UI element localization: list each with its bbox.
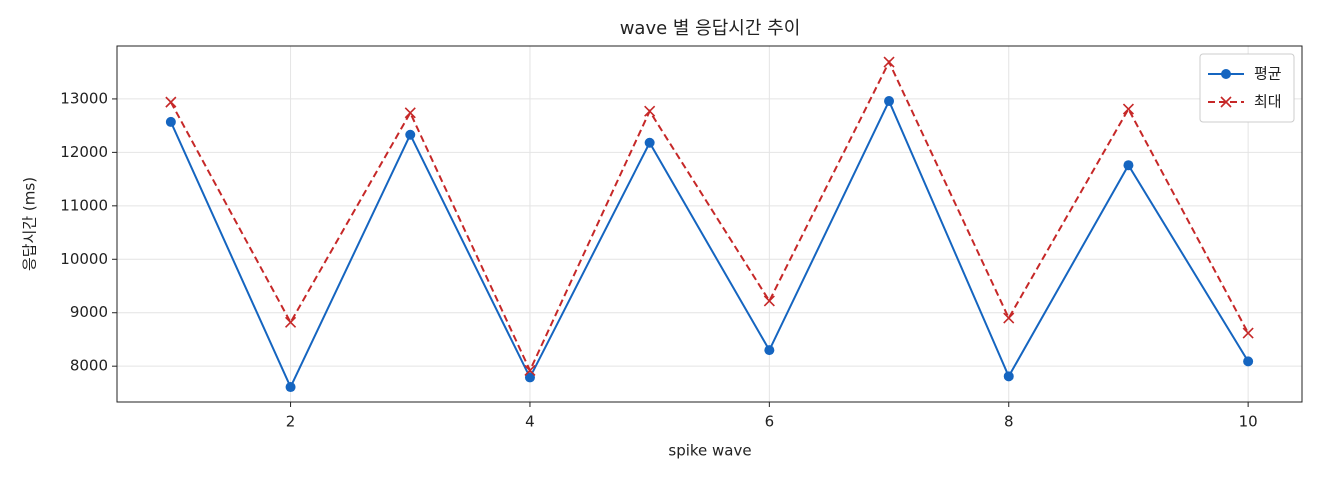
marker (644, 105, 656, 117)
y-tick-label: 8000 (70, 357, 108, 375)
marker (404, 107, 416, 119)
marker (524, 364, 536, 377)
y-tick-label: 10000 (60, 250, 108, 268)
marker (165, 116, 176, 127)
marker (1003, 312, 1015, 324)
line (169, 98, 1249, 390)
marker (884, 96, 895, 107)
line (169, 59, 1250, 373)
y-tick-label: 12000 (60, 143, 108, 161)
marker (883, 56, 895, 68)
marker (1242, 327, 1254, 339)
marker (285, 382, 296, 393)
marker (1123, 160, 1134, 171)
x-tick-label: 6 (765, 413, 775, 431)
legend-label: 평균 (1254, 65, 1282, 83)
marker (284, 316, 297, 328)
x-tick-label: 4 (525, 413, 535, 431)
plot-frame (116, 45, 1303, 403)
legend-marker (1221, 69, 1231, 79)
y-tick-label: 9000 (70, 303, 108, 321)
y-axis-label: 응답시간 (ms) (21, 177, 39, 271)
x-tick-label: 2 (286, 413, 296, 431)
y-tick-label: 11000 (60, 196, 108, 214)
marker (1122, 103, 1135, 115)
marker (1243, 356, 1254, 367)
x-axis-label: spike wave (668, 442, 751, 460)
y-tick-label: 13000 (60, 89, 108, 107)
x-tick-label: 8 (1004, 413, 1014, 431)
marker (763, 295, 775, 307)
marker (1003, 371, 1014, 382)
marker (165, 96, 177, 108)
marker (764, 345, 775, 356)
marker (405, 129, 416, 140)
legend-label: 최대 (1254, 93, 1282, 111)
x-tick-label: 10 (1239, 413, 1258, 431)
chart-title: wave 별 응답시간 추이 (620, 18, 801, 39)
marker (644, 137, 655, 148)
legend-marker (1220, 96, 1232, 108)
marker (524, 372, 535, 383)
